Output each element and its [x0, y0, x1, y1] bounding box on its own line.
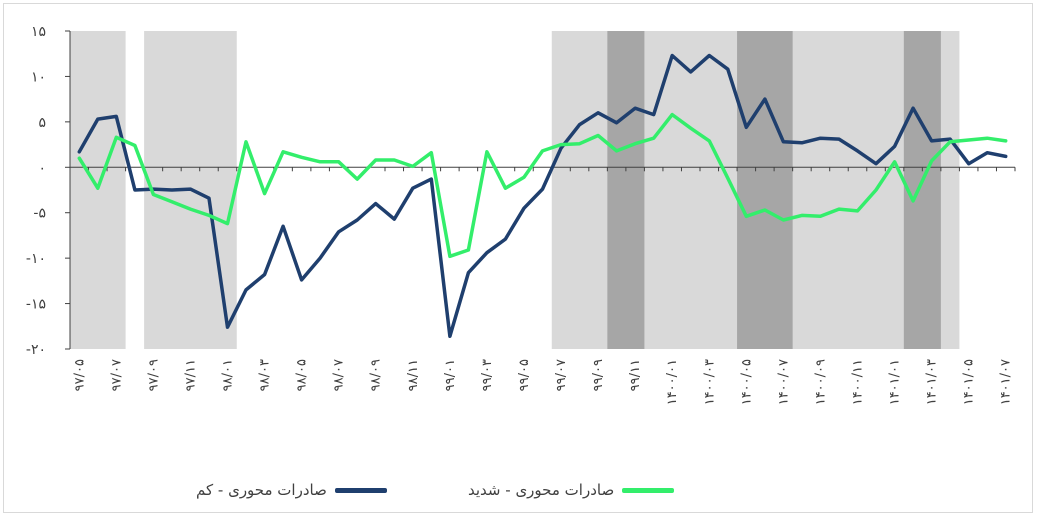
shaded-periods	[70, 31, 960, 349]
shaded-region-4-dark	[607, 31, 645, 349]
legend-item-weak: صادرات محوری - کم	[196, 478, 387, 502]
x-tick-label: ۹۹/۰۹	[591, 359, 606, 391]
axes	[65, 30, 1016, 350]
y-tick-label: ۱۰	[31, 69, 46, 85]
x-tick-label: ۹۸/۰۷	[332, 359, 347, 391]
x-tick-label: ۱۴۰۰/۰۱	[665, 359, 680, 405]
legend-item-strong: صادرات محوری - شدید	[468, 478, 675, 502]
x-tick-label: ۹۹/۰۳	[480, 359, 495, 391]
x-tick-label: ۱۴۰۰/۰۵	[739, 359, 754, 405]
x-tick-label: ۱۴۰۰/۱۱	[851, 359, 866, 405]
x-tick-labels: ۹۷/۰۵ ۹۷/۰۷ ۹۷/۰۹ ۹۷/۱۱ ۹۸/۰۱ ۹۸/۰۳ ۹۸/۰۵ ۹۸/۰۷…	[72, 359, 1013, 405]
x-tick-label: ۹۸/۱۱	[406, 359, 421, 391]
chart-frame	[3, 3, 1033, 513]
y-tick-label: ۱۵	[31, 24, 46, 40]
x-tick-label: ۹۸/۰۱	[221, 359, 236, 391]
shaded-region-1-light	[70, 31, 126, 349]
y-tick-label: -۱۰	[26, 251, 46, 267]
y-tick-label: ۵	[38, 115, 46, 131]
x-tick-label: ۹۹/۰۱	[443, 359, 458, 391]
y-tick-labels: ۱۵ ۱۰ ۵ ۰ -۵ -۱۰ -۱۵ -۲۰	[26, 24, 46, 358]
x-tick-label: ۹۷/۰۵	[72, 359, 87, 391]
x-tick-label: ۱۴۰۱/۰۱	[888, 359, 903, 405]
legend-swatch-weak	[334, 487, 387, 493]
x-tick-label: ۱۴۰۰/۰۹	[813, 359, 828, 405]
y-tick-label: -۱۵	[26, 297, 46, 313]
x-tick-label: ۱۴۰۱/۰۵	[962, 359, 977, 405]
x-tick-label: ۹۸/۰۳	[258, 359, 273, 391]
x-tick-label: ۹۷/۰۹	[146, 359, 161, 391]
x-tick-label: ۹۸/۰۵	[295, 359, 310, 391]
legend-label-strong: صادرات محوری - شدید	[468, 481, 615, 499]
y-tick-label: ۰	[38, 160, 46, 176]
x-tick-label: ۹۹/۰۵	[517, 359, 532, 391]
x-tick-label: ۹۹/۱۱	[628, 359, 643, 391]
shaded-region-5-dark	[737, 31, 793, 349]
x-tick-label: ۹۹/۰۷	[554, 359, 569, 391]
x-tick-label: ۹۷/۱۱	[183, 359, 198, 391]
y-tick-label: -۵	[33, 206, 46, 222]
x-tick-label: ۱۴۰۱/۰۷	[999, 359, 1014, 405]
y-tick-label: -۲۰	[26, 342, 46, 358]
series-line-strong	[77, 112, 1008, 259]
series-lines	[77, 53, 1008, 339]
series-line-weak	[77, 53, 1008, 339]
x-tick-label: ۹۷/۰۷	[109, 359, 124, 391]
x-tick-label: ۱۴۰۱/۰۳	[925, 359, 940, 405]
legend-label-weak: صادرات محوری - کم	[196, 481, 327, 499]
x-tick-label: ۱۴۰۰/۰۷	[776, 359, 791, 405]
x-tick-label: ۱۴۰۰/۰۳	[702, 359, 717, 405]
shaded-region-6-dark	[903, 31, 941, 349]
legend-swatch-strong	[622, 487, 675, 493]
x-tick-label: ۹۸/۰۹	[369, 359, 384, 391]
